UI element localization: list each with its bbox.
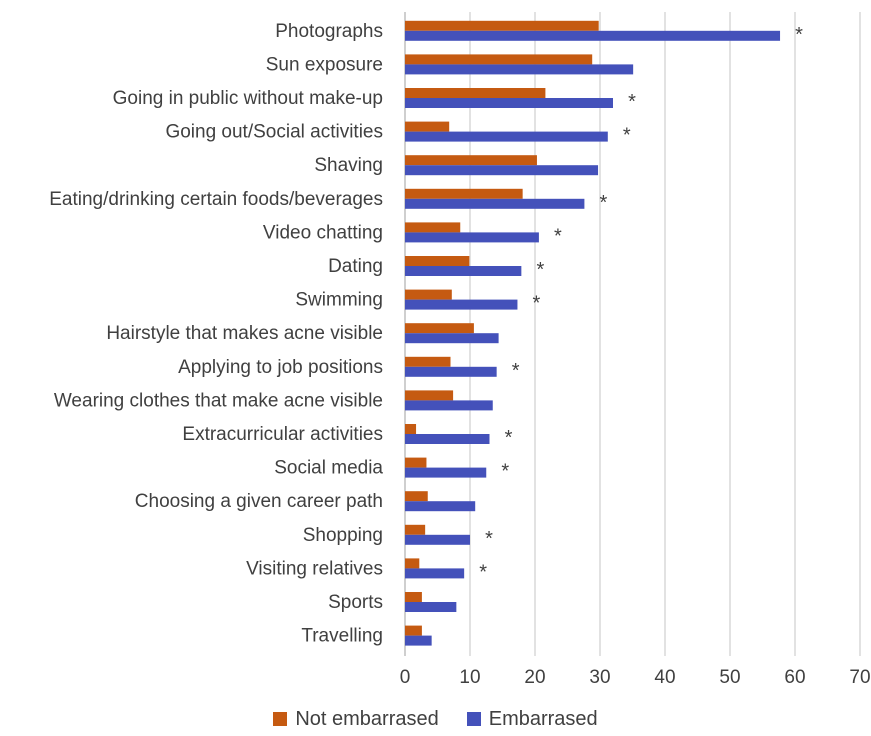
bar-not-embarrased-choosing-a-given-career-path <box>405 491 428 502</box>
significance-marker: * <box>600 192 608 214</box>
bar-embarrased-shaving <box>405 165 599 176</box>
x-tick-labels: 0 10 20 30 40 50 60 70 <box>400 667 871 688</box>
bar-embarrased-sun-exposure <box>405 64 634 75</box>
category-label-swimming: Swimming <box>295 290 383 311</box>
bar-not-embarrased-hairstyle-that-makes-acne-visible <box>405 323 474 334</box>
bar-embarrased-wearing-clothes-that-make-acne-visible <box>405 400 493 411</box>
category-label-going-out-social-activities: Going out/Social activities <box>165 122 383 143</box>
x-tick-label: 70 <box>849 667 870 688</box>
significance-marker: * <box>479 561 487 583</box>
bar-not-embarrased-photographs <box>405 20 599 31</box>
x-tick-label: 30 <box>589 667 610 688</box>
category-label-video-chatting: Video chatting <box>263 222 383 243</box>
bar-not-embarrased-travelling <box>405 625 422 636</box>
gridlines <box>404 12 861 656</box>
bar-embarrased-social-media <box>405 467 487 478</box>
bar-embarrased-shopping <box>405 534 470 545</box>
significance-marker: * <box>554 225 562 247</box>
legend: Not embarrased Embarrased <box>0 704 871 734</box>
category-label-travelling: Travelling <box>301 626 383 647</box>
significance-marker: * <box>536 259 544 281</box>
category-label-wearing-clothes-that-make-acne-visible: Wearing clothes that make acne visible <box>54 390 383 411</box>
bars <box>405 20 781 646</box>
significance-marker: * <box>628 91 636 113</box>
category-label-extracurricular-activities: Extracurricular activities <box>182 424 383 445</box>
significance-marker: * <box>485 528 493 550</box>
bar-embarrased-going-in-public-without-make-up <box>405 98 613 108</box>
category-label-dating: Dating <box>328 256 383 277</box>
x-tick-label: 40 <box>654 667 675 688</box>
x-tick-label: 50 <box>719 667 740 688</box>
significance-markers: * * * * * * * * * * * * <box>479 24 803 584</box>
legend-item-embarrased: Embarrased <box>466 707 598 731</box>
bar-not-embarrased-dating <box>405 256 470 266</box>
bar-not-embarrased-visiting-relatives <box>405 558 420 569</box>
bar-not-embarrased-going-out-social-activities <box>405 121 450 132</box>
category-label-sports: Sports <box>328 592 383 613</box>
category-label-photographs: Photographs <box>275 21 383 42</box>
significance-marker: * <box>623 125 631 147</box>
significance-marker: * <box>795 24 803 46</box>
bar-embarrased-choosing-a-given-career-path <box>405 501 476 512</box>
bar-embarrased-travelling <box>405 635 432 646</box>
category-label-eating-drinking-certain-foods-beverages: Eating/drinking certain foods/beverages <box>49 189 383 210</box>
bar-embarrased-photographs <box>405 30 781 41</box>
bar-not-embarrased-shaving <box>405 155 537 166</box>
category-label-sun-exposure: Sun exposure <box>266 54 383 75</box>
x-tick-label: 20 <box>524 667 545 688</box>
significance-marker: * <box>533 293 541 315</box>
bar-not-embarrased-applying-to-job-positions <box>405 356 451 367</box>
x-tick-label: 0 <box>400 667 411 688</box>
bar-embarrased-eating-drinking-certain-foods-beverages <box>405 198 585 209</box>
bar-not-embarrased-video-chatting <box>405 222 461 233</box>
bar-chart: Photographs Sun exposure Going in public w… <box>49 12 871 688</box>
category-label-applying-to-job-positions: Applying to job positions <box>178 357 383 378</box>
bar-not-embarrased-shopping <box>405 524 426 535</box>
bar-embarrased-applying-to-job-positions <box>405 366 497 377</box>
bar-not-embarrased-swimming <box>405 289 452 300</box>
bar-not-embarrased-extracurricular-activities <box>405 424 417 434</box>
category-labels: Photographs Sun exposure Going in public w… <box>49 21 383 647</box>
bar-embarrased-dating <box>405 266 522 276</box>
legend-label-embarrased: Embarrased <box>488 707 598 730</box>
significance-marker: * <box>505 427 513 449</box>
x-tick-label: 60 <box>784 667 805 688</box>
bar-embarrased-visiting-relatives <box>405 568 465 579</box>
bar-not-embarrased-wearing-clothes-that-make-acne-visible <box>405 390 454 401</box>
bar-embarrased-video-chatting <box>405 232 539 243</box>
category-label-choosing-a-given-career-path: Choosing a given career path <box>135 491 383 512</box>
legend-swatch-not-embarrased <box>273 712 288 726</box>
category-label-shaving: Shaving <box>314 155 383 176</box>
bar-not-embarrased-sun-exposure <box>405 54 593 65</box>
category-label-social-media: Social media <box>274 458 383 479</box>
bar-not-embarrased-sports <box>405 592 422 602</box>
category-label-visiting-relatives: Visiting relatives <box>246 558 383 579</box>
bar-embarrased-hairstyle-that-makes-acne-visible <box>405 333 499 344</box>
significance-marker: * <box>512 360 520 382</box>
bar-not-embarrased-eating-drinking-certain-foods-beverages <box>405 188 523 199</box>
bar-embarrased-going-out-social-activities <box>405 131 608 142</box>
bar-embarrased-swimming <box>405 299 518 310</box>
legend-swatch-embarrased <box>466 712 481 726</box>
category-label-hairstyle-that-makes-acne-visible: Hairstyle that makes acne visible <box>106 323 383 344</box>
bar-not-embarrased-social-media <box>405 457 427 468</box>
x-tick-label: 10 <box>459 667 480 688</box>
bar-embarrased-sports <box>405 602 457 612</box>
bar-not-embarrased-going-in-public-without-make-up <box>405 88 546 98</box>
bar-embarrased-extracurricular-activities <box>405 434 490 444</box>
legend-item-not-embarrased: Not embarrased <box>273 707 439 731</box>
category-label-going-in-public-without-make-up: Going in public without make-up <box>113 88 383 109</box>
category-label-shopping: Shopping <box>303 525 383 546</box>
legend-label-not-embarrased: Not embarrased <box>295 707 439 730</box>
significance-marker: * <box>501 461 509 483</box>
